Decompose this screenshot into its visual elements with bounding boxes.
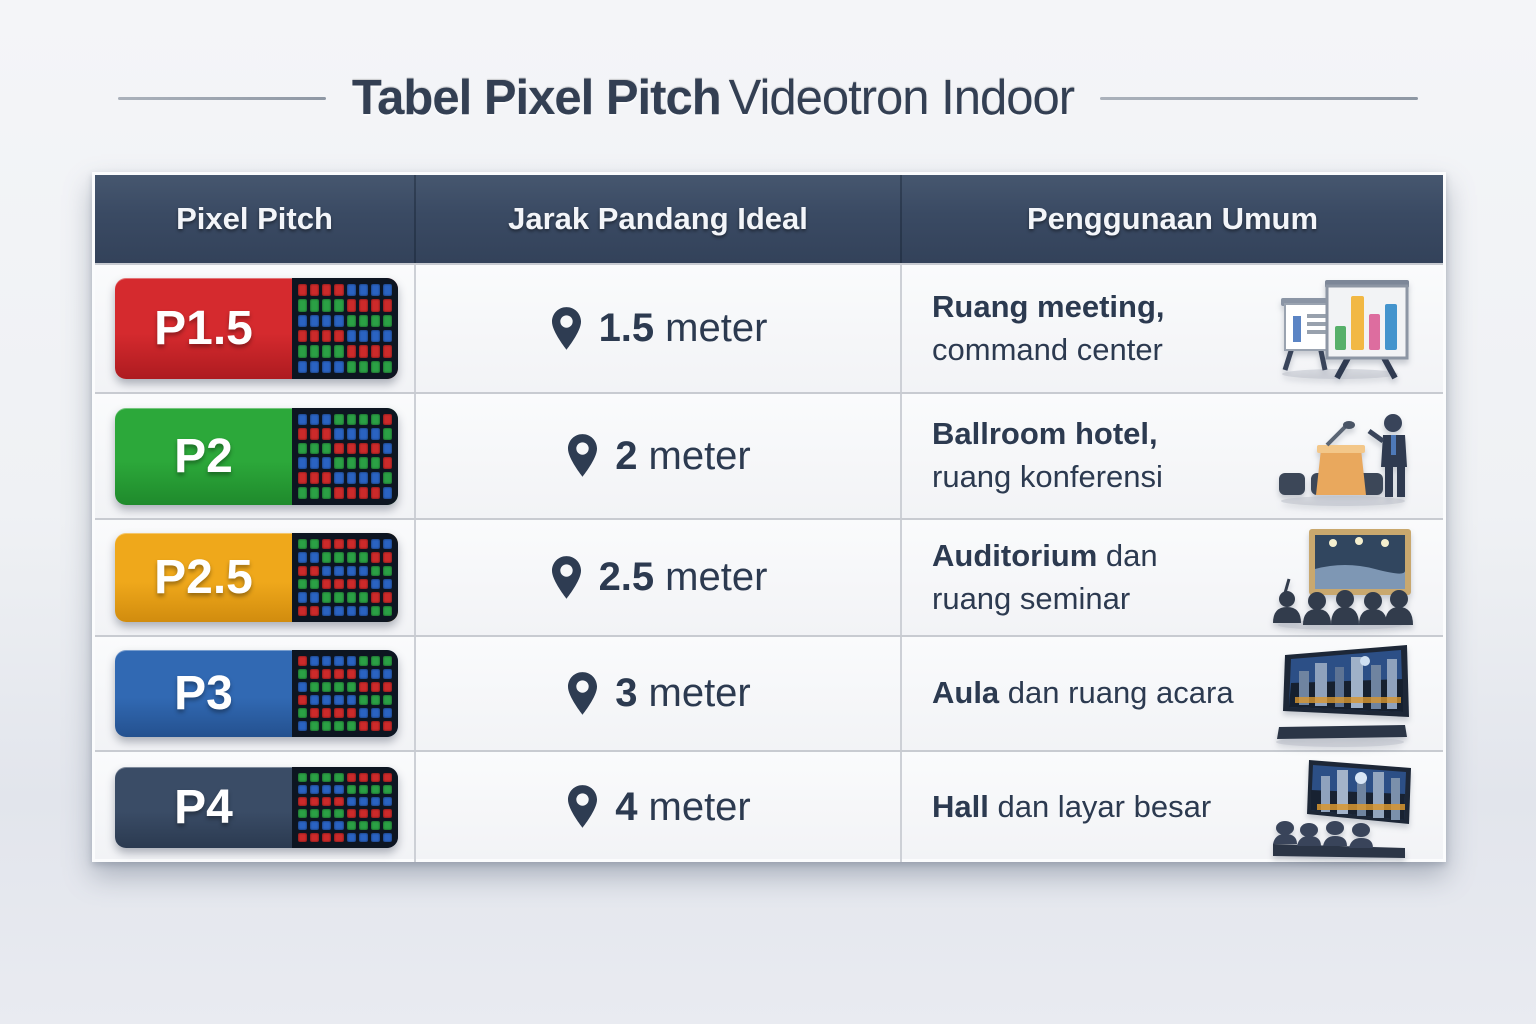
usage-text: Auditorium dan ruang seminar: [932, 537, 1158, 616]
led-pixel-matrix-icon: [292, 650, 398, 737]
distance-cell: 2 meter: [414, 394, 900, 518]
led-pixel-matrix-icon: [292, 278, 398, 379]
title-rule-right: [1100, 96, 1419, 100]
page-title-bold: Tabel Pixel Pitch: [351, 71, 722, 125]
header-pixel-pitch: Pixel Pitch: [176, 201, 333, 236]
usage-cell: Ballroom hotel, ruang konferensi: [900, 394, 1443, 518]
pitch-badge-p4: P4: [115, 766, 398, 848]
distance-text: 1.5 meter: [598, 306, 768, 350]
pitch-badge-label: P1.5: [154, 302, 253, 355]
pitch-cell: P3: [95, 637, 414, 750]
distance-text: 4 meter: [615, 784, 751, 829]
pitch-badge-p3: P3: [115, 650, 398, 737]
pitch-badge-label: P3: [174, 667, 233, 720]
distance-cell: 2.5 meter: [414, 520, 900, 635]
location-pin-icon: [568, 671, 598, 715]
pitch-cell: P2.5: [95, 520, 414, 635]
auditorium-audience-icon: [1255, 523, 1425, 633]
header-jarak-pandang: Jarak Pandang Ideal: [414, 175, 900, 263]
usage-text: Ballroom hotel, ruang konferensi: [932, 416, 1163, 494]
usage-cell: Ruang meeting, command center: [900, 265, 1443, 392]
usage-cell: Hall dan layar besar: [900, 752, 1443, 862]
pitch-badge-label: P2.5: [154, 551, 253, 604]
led-pixel-matrix-icon: [292, 533, 398, 622]
usage-text: Ruang meeting, command center: [932, 288, 1165, 367]
distance-text: 2.5 meter: [598, 555, 768, 599]
usage-cell: Auditorium dan ruang seminar: [900, 520, 1443, 635]
usage-text: Aula dan ruang acara: [932, 675, 1234, 711]
led-pixel-matrix-icon: [292, 407, 398, 505]
pitch-badge-p1-5: P1.5: [115, 278, 398, 379]
table-row: P2.5 2.5 meter Auditorium dan ruang semin…: [95, 518, 1443, 635]
title-rule-left: [117, 96, 326, 100]
title-row: Tabel Pixel Pitch Videotron Indoor: [0, 58, 1536, 138]
location-pin-icon: [568, 785, 598, 828]
pitch-badge-p2: P2: [115, 407, 398, 505]
pitch-cell: P4: [95, 752, 414, 862]
pitch-badge-p2-5: P2.5: [115, 533, 398, 622]
table-header-row: Pixel Pitch Jarak Pandang Ideal Pengguna…: [95, 175, 1443, 263]
videotron-screen-icon: [1255, 639, 1425, 749]
pixel-pitch-table: Pixel Pitch Jarak Pandang Ideal Pengguna…: [92, 172, 1446, 862]
distance-text: 3 meter: [615, 671, 751, 715]
location-pin-icon: [551, 555, 581, 599]
presentation-boards-icon: [1255, 274, 1425, 384]
table-row: P1.5 1.5 meter Ruang meeting, command cen…: [95, 263, 1443, 392]
pitch-cell: P2: [95, 394, 414, 518]
pitch-cell: P1.5: [95, 265, 414, 392]
led-pixel-matrix-icon: [292, 766, 398, 848]
table-row: P3 3 meter Aula dan ruang acara: [95, 635, 1443, 750]
distance-cell: 1.5 meter: [414, 265, 900, 392]
pitch-badge-label: P4: [174, 780, 233, 834]
table-row: P2 2 meter Ballroom hotel, ruang konferen…: [95, 392, 1443, 518]
page-title-regular: Videotron Indoor: [728, 71, 1075, 125]
location-pin-icon: [551, 306, 581, 350]
page-title: Tabel Pixel Pitch Videotron Indoor: [351, 70, 1075, 126]
distance-cell: 3 meter: [414, 637, 900, 750]
table-row: P4 4 meter Hall dan layar besar: [95, 750, 1443, 862]
usage-text: Hall dan layar besar: [932, 788, 1212, 824]
header-penggunaan-umum: Penggunaan Umum: [900, 175, 1443, 263]
hall-audience-screen-icon: [1255, 752, 1425, 862]
distance-cell: 4 meter: [414, 752, 900, 862]
podium-speaker-icon: [1255, 401, 1425, 511]
usage-cell: Aula dan ruang acara: [900, 637, 1443, 750]
location-pin-icon: [568, 434, 598, 477]
distance-text: 2 meter: [615, 433, 751, 478]
pitch-badge-label: P2: [174, 429, 233, 483]
